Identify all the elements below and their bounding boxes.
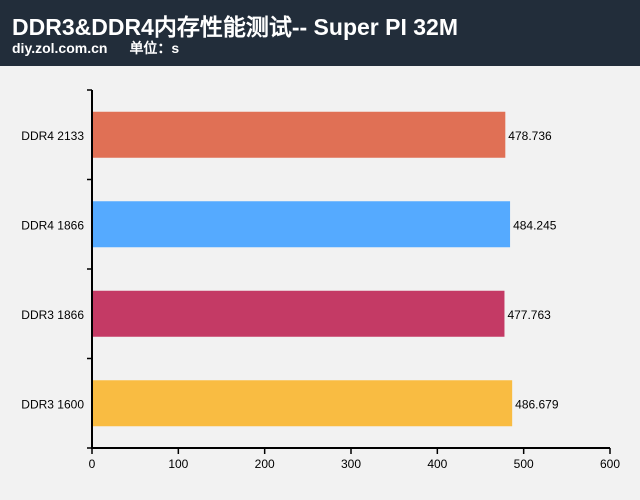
category-label-1: DDR4 1866 — [21, 218, 84, 232]
category-label-0: DDR4 2133 — [21, 129, 84, 143]
x-tick-label-0: 0 — [89, 457, 96, 471]
x-tick-label-4: 400 — [427, 457, 447, 471]
bar-3 — [92, 380, 513, 427]
chart-title: DDR3&DDR4内存性能测试-- Super PI 32M — [12, 14, 458, 40]
value-label-1: 484.245 — [513, 218, 557, 232]
x-tick-label-2: 200 — [255, 457, 275, 471]
site-label: diy.zol.com.cn — [12, 40, 108, 56]
bar-1 — [92, 201, 511, 248]
x-tick-label-3: 300 — [341, 457, 361, 471]
x-tick-label-5: 500 — [514, 457, 534, 471]
value-label-0: 478.736 — [508, 129, 552, 143]
x-tick-label-1: 100 — [168, 457, 188, 471]
bar-2 — [92, 290, 505, 337]
bar-0 — [92, 111, 506, 158]
category-label-3: DDR3 1600 — [21, 397, 84, 411]
category-label-2: DDR3 1866 — [21, 308, 84, 322]
x-tick-label-6: 600 — [600, 457, 620, 471]
chart-subtitle: diy.zol.com.cn 单位：s — [12, 38, 179, 58]
value-label-2: 477.763 — [507, 308, 551, 322]
bar-chart: DDR4 2133 478.736 DDR4 1866 484.245 DDR3 186… — [21, 89, 620, 471]
chart-header: DDR3&DDR4内存性能测试-- Super PI 32M diy.zol.c… — [0, 0, 640, 66]
unit-label: 单位：s — [129, 40, 180, 56]
value-label-3: 486.679 — [515, 397, 559, 411]
